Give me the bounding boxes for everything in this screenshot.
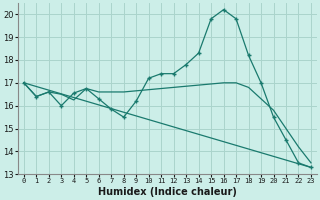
X-axis label: Humidex (Indice chaleur): Humidex (Indice chaleur): [98, 187, 237, 197]
